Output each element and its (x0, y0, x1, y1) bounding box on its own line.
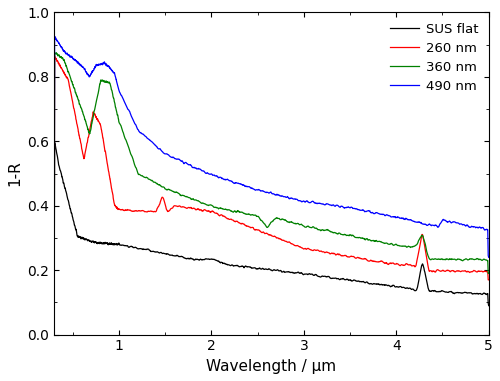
260 nm (52, 53, 58, 58)
490 nm (55, 40, 61, 44)
260 nm (52, 193, 58, 198)
490 nm (257, 188, 263, 193)
360 nm (55, 53, 61, 58)
260 nm (486, 278, 492, 282)
Y-axis label: 1-R: 1-R (7, 161, 22, 186)
SUS flat (486, 303, 492, 308)
490 nm (53, 36, 59, 40)
490 nm (154, 144, 160, 149)
360 nm (52, 51, 59, 55)
260 nm (257, 229, 263, 233)
260 nm (53, 56, 59, 61)
260 nm (227, 217, 233, 222)
490 nm (486, 255, 492, 259)
SUS flat (154, 250, 160, 255)
X-axis label: Wavelength / μm: Wavelength / μm (206, 359, 336, 374)
SUS flat (53, 146, 59, 150)
360 nm (257, 217, 263, 222)
360 nm (485, 271, 491, 276)
Line: 260 nm: 260 nm (54, 56, 488, 280)
260 nm (485, 278, 491, 282)
490 nm (52, 35, 58, 39)
Line: SUS flat: SUS flat (54, 142, 488, 306)
260 nm (55, 59, 61, 64)
490 nm (422, 222, 428, 226)
490 nm (227, 179, 233, 183)
SUS flat (52, 140, 58, 145)
360 nm (422, 242, 428, 247)
360 nm (227, 208, 233, 213)
360 nm (53, 50, 59, 55)
SUS flat (55, 157, 61, 162)
SUS flat (52, 236, 58, 240)
360 nm (154, 181, 160, 186)
360 nm (486, 271, 492, 276)
360 nm (52, 191, 58, 196)
Legend: SUS flat, 260 nm, 360 nm, 490 nm: SUS flat, 260 nm, 360 nm, 490 nm (386, 19, 482, 97)
SUS flat (422, 272, 428, 277)
SUS flat (227, 263, 233, 268)
490 nm (52, 184, 58, 188)
260 nm (422, 248, 428, 252)
260 nm (154, 208, 160, 213)
Line: 490 nm: 490 nm (54, 37, 488, 257)
SUS flat (257, 266, 263, 271)
Line: 360 nm: 360 nm (54, 53, 488, 274)
